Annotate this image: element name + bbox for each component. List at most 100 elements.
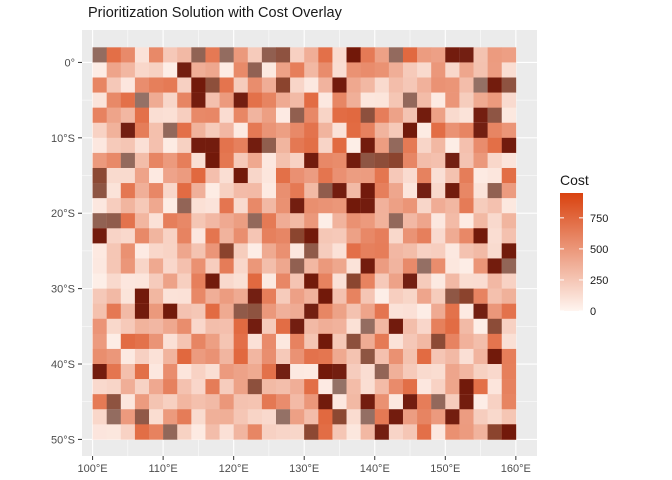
selected-cell-overlay (346, 198, 361, 214)
cost-cell (247, 107, 263, 124)
cost-cell (92, 107, 107, 124)
cost-cell (134, 167, 150, 184)
cost-cell (219, 409, 234, 425)
cost-cell (487, 243, 503, 259)
selected-cell-overlay (388, 318, 404, 335)
cost-cell (163, 364, 178, 380)
selected-cell-overlay (318, 394, 333, 410)
selected-cell-overlay (191, 92, 206, 108)
selected-cell-overlay (445, 152, 460, 169)
cost-cell (431, 364, 446, 380)
cost-cell (459, 364, 474, 380)
cost-cell (149, 62, 164, 78)
cost-cell (388, 379, 404, 395)
cost-cell (318, 107, 333, 124)
cost-cell (318, 77, 333, 93)
selected-cell-overlay (304, 273, 319, 289)
cost-cell (106, 92, 122, 108)
cost-cell (360, 424, 376, 440)
cost-cell (247, 77, 263, 93)
cost-cell (501, 107, 517, 124)
cost-cell (261, 394, 277, 410)
cost-cell (360, 379, 376, 395)
cost-cell (501, 364, 517, 380)
cost-cell (261, 333, 277, 350)
cost-cell (473, 167, 488, 184)
cost-cell (402, 107, 418, 124)
cost-cell (134, 47, 150, 63)
cost-cell (106, 424, 122, 440)
cost-cell (290, 152, 305, 169)
cost-cell (360, 228, 376, 244)
cost-cell (134, 183, 150, 199)
cost-cell (120, 213, 136, 229)
cost-cell (275, 107, 291, 124)
cost-cell (374, 258, 390, 274)
cost-cell (92, 303, 107, 320)
cost-cell (275, 243, 291, 259)
cost-cell (473, 288, 488, 304)
cost-cell (149, 107, 164, 124)
selected-cell-overlay (501, 424, 517, 440)
cost-cell (275, 228, 291, 244)
cost-cell (374, 348, 390, 365)
cost-cell (247, 47, 263, 63)
selected-cell-overlay (163, 303, 178, 320)
cost-cell (290, 167, 305, 184)
cost-cell (120, 183, 136, 199)
selected-cell-overlay (261, 137, 277, 154)
cost-cell (275, 303, 291, 320)
y-tick-label: 30°S (51, 284, 75, 296)
cost-cell (247, 258, 263, 274)
cost-cell (120, 424, 136, 440)
cost-cell (233, 62, 249, 78)
cost-cell (487, 409, 503, 425)
cost-cell (275, 318, 291, 335)
cost-cell (318, 137, 333, 154)
cost-cell (332, 47, 347, 63)
cost-cell (459, 348, 474, 365)
x-tick-label: 140°E (360, 463, 390, 475)
legend-label: 0 (590, 306, 596, 318)
cost-cell (473, 47, 488, 63)
cost-cell (473, 348, 488, 365)
selected-cell-overlay (304, 424, 319, 440)
cost-cell (431, 183, 446, 199)
cost-cell (247, 333, 263, 350)
cost-cell (332, 167, 347, 184)
cost-cell (120, 228, 136, 244)
cost-cell (290, 183, 305, 199)
cost-cell (304, 167, 319, 184)
cost-cell (304, 213, 319, 229)
cost-cell (374, 243, 390, 259)
cost-cell (92, 92, 107, 108)
cost-cell (318, 152, 333, 169)
cost-cell (360, 303, 376, 320)
cost-cell (149, 228, 164, 244)
cost-cell (360, 122, 376, 139)
cost-cell (191, 152, 206, 169)
cost-cell (473, 394, 488, 410)
cost-cell (459, 92, 474, 108)
selected-cell-overlay (501, 243, 517, 259)
selected-cell-overlay (120, 122, 136, 139)
cost-cell (261, 288, 277, 304)
cost-cell (92, 273, 107, 289)
cost-cell (233, 198, 249, 214)
cost-cell (332, 62, 347, 78)
selected-cell-overlay (501, 258, 517, 274)
cost-cell (205, 107, 220, 124)
selected-cell-overlay (304, 243, 319, 259)
selected-cell-overlay (134, 288, 150, 304)
cost-cell (163, 47, 178, 63)
cost-cell (304, 107, 319, 124)
selected-cell-overlay (318, 364, 333, 380)
cost-cell (388, 258, 404, 274)
cost-cell (120, 348, 136, 365)
cost-cell (163, 167, 178, 184)
cost-cell (233, 228, 249, 244)
cost-cell (374, 198, 390, 214)
cost-cell (219, 152, 234, 169)
selected-cell-overlay (332, 409, 347, 425)
cost-cell (431, 228, 446, 244)
